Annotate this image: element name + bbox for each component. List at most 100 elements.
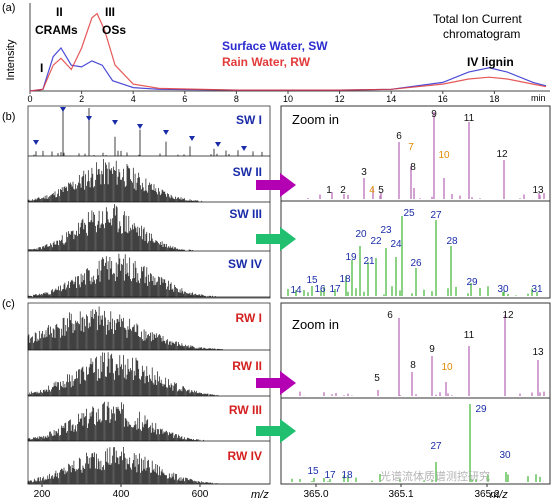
triangle-marker <box>86 116 92 121</box>
panel-c-zoom-upper: 5 6 8 9 10 11 12 13 <box>299 310 545 396</box>
spectrum-label-rw-4: RW IV <box>228 449 262 463</box>
peak-label: 13 <box>532 347 544 358</box>
spectrum-sw-3 <box>28 204 270 252</box>
spectrum-sw-1 <box>28 108 270 157</box>
peak-label: 3 <box>361 167 367 178</box>
peak-label: 20 <box>355 229 367 240</box>
panel-a-ylabel: Intensity <box>5 39 17 80</box>
triangle-marker <box>163 130 169 135</box>
triangle-marker <box>241 146 247 151</box>
x-tick-label: 8 <box>234 94 239 104</box>
triangle-marker <box>33 140 39 145</box>
panel-c-spectra: RW I RW II RW III RW IV <box>27 302 271 485</box>
peak-I-label: I <box>40 61 43 75</box>
spectrum-label-sw-2: SW II <box>233 165 262 179</box>
peak-II-label: II <box>56 5 63 19</box>
peak-label: 12 <box>502 310 514 321</box>
panel-c-label: (c) <box>2 298 15 310</box>
peak-label: 5 <box>374 373 380 384</box>
triangle-marker <box>112 120 118 125</box>
right-mz-unit: m/z <box>490 489 508 501</box>
x-tick-label: 6 <box>182 94 187 104</box>
peak-label: 13 <box>532 185 544 196</box>
right-mz-axis: 365.0 365.1 365.2 <box>303 484 500 500</box>
spectrum-rw-2 <box>27 352 270 397</box>
x-tick-label: 10 <box>283 94 293 104</box>
peak-label: 18 <box>341 470 353 481</box>
spectrum-label-sw-4: SW IV <box>228 257 262 271</box>
panel-a-label: (a) <box>2 2 15 14</box>
panel-b-spectra: SW I SW II SW III SW IV <box>27 105 271 299</box>
spectrum-sw-4 <box>27 253 270 298</box>
peak-label: 25 <box>403 208 415 219</box>
peak-label: 10 <box>441 362 453 373</box>
spectrum-label-rw-2: RW II <box>232 359 262 373</box>
spectrum-label-sw-1: SW I <box>236 113 262 127</box>
arrow-magenta-b <box>256 173 296 197</box>
peak-III-label: III <box>105 5 115 19</box>
arrow-magenta-c <box>256 371 296 395</box>
triangle-marker <box>215 142 221 147</box>
peak-label: 11 <box>464 113 475 124</box>
spectrum-label-rw-1: RW I <box>236 311 262 325</box>
peak-label: 4 <box>369 185 375 196</box>
spectrum-rw-3 <box>27 401 270 442</box>
peak-label: 23 <box>380 225 392 236</box>
peak-label: 2 <box>340 185 346 196</box>
peak-label: 29 <box>466 277 478 288</box>
x-tick-label: 12 <box>335 94 345 104</box>
mz-tick-label: 365.0 <box>303 489 328 500</box>
left-mz-unit: m/z <box>251 489 269 501</box>
zoom-peaks <box>307 112 545 199</box>
series-line-sw <box>29 46 547 92</box>
peak-label: 9 <box>429 344 435 355</box>
chart-title-line2: chromatogram <box>443 27 520 41</box>
legend-rw: Rain Water, RW <box>222 55 311 69</box>
peak-label: 11 <box>464 330 475 341</box>
spectrum-rw-1 <box>27 306 270 351</box>
peak-label: 10 <box>438 150 450 161</box>
x-tick-label: 18 <box>489 94 499 104</box>
peak-label: 6 <box>396 131 402 142</box>
zoom-peaks <box>287 216 538 296</box>
zoom-peaks <box>291 404 541 482</box>
zoom-in-label-b: Zoom in <box>292 112 339 127</box>
peak-label: 24 <box>390 239 402 250</box>
peak-label: 14 <box>290 285 302 296</box>
peak-label: 12 <box>496 149 508 160</box>
mz-tick-label: 400 <box>113 489 130 500</box>
watermark: 光谱流体质谱测控研究 <box>380 469 490 483</box>
peak-IV-label: IV lignin <box>467 55 514 69</box>
peak-label: 15 <box>306 275 318 286</box>
zoom-in-label-c: Zoom in <box>292 317 339 332</box>
chart-title-line1: Total Ion Current <box>433 12 522 26</box>
peak-label: 1 <box>326 185 332 196</box>
peak-label: 27 <box>430 210 442 221</box>
panel-a-x-ticks: 0 2 4 6 8 10 12 14 16 18 <box>27 91 499 104</box>
panel-b-label: (b) <box>2 111 15 123</box>
peak-III-sublabel: OSs <box>102 23 126 37</box>
triangle-marker <box>189 136 195 141</box>
spectrum-label-sw-3: SW III <box>229 207 262 221</box>
panel-c-zoom-lower: 15 17 18 27 29 30 <box>291 404 541 482</box>
peak-label: 8 <box>410 162 416 173</box>
mz-tick-label: 200 <box>34 489 51 500</box>
panel-a-series <box>29 12 547 92</box>
spectrum-sw-2 <box>27 159 270 203</box>
triangle-marker <box>60 107 66 112</box>
peak-label: 28 <box>446 236 458 247</box>
x-tick-label: 16 <box>438 94 448 104</box>
peak-label: 15 <box>307 466 319 477</box>
peak-label: 19 <box>345 252 357 263</box>
peak-label: 30 <box>499 450 511 461</box>
peak-label: 8 <box>410 360 416 371</box>
peak-label: 17 <box>329 284 341 295</box>
peak-label: 29 <box>475 404 487 415</box>
series-line-rw <box>29 12 547 92</box>
panel-a-axes <box>29 3 550 92</box>
peak-II-sublabel: CRAMs <box>35 23 78 37</box>
peak-label: 7 <box>408 142 414 153</box>
peak-label: 18 <box>339 274 351 285</box>
